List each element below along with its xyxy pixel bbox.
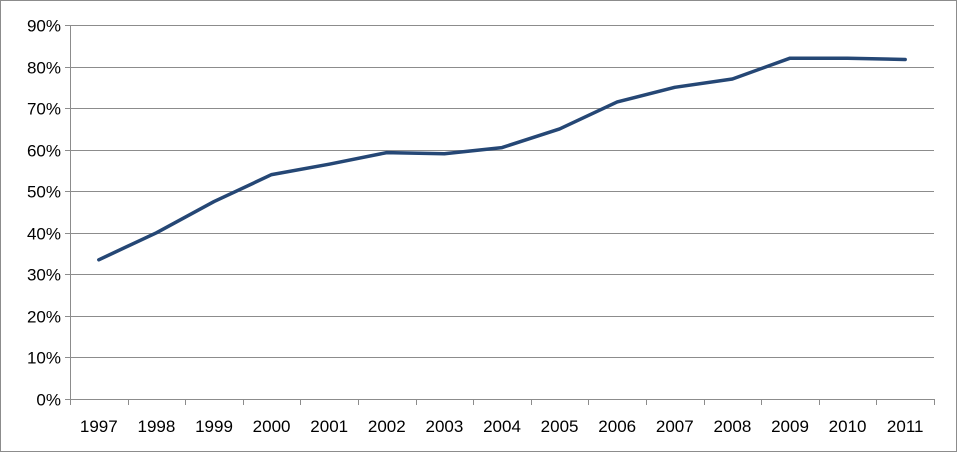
y-tick-label: 90% (27, 17, 61, 36)
x-tick-label: 2006 (598, 417, 636, 436)
y-tick-label: 0% (36, 391, 61, 410)
y-tick-label: 80% (27, 59, 61, 78)
x-tick-label: 1997 (80, 417, 118, 436)
series-line-0 (97, 56, 907, 262)
x-axis-tick-labels: 1997 1998 1999 2000 2001 2002 2003 2004 2005 2006… (80, 417, 924, 436)
x-tick-label: 1999 (195, 417, 233, 436)
x-tick-label: 2005 (541, 417, 579, 436)
x-tick-label: 2003 (425, 417, 463, 436)
x-tick-label: 2002 (368, 417, 406, 436)
y-tick-label: 60% (27, 142, 61, 161)
x-tick-label: 2011 (887, 417, 924, 436)
series-lines (97, 56, 907, 262)
y-tick-label: 50% (27, 183, 61, 202)
x-tick-label: 2009 (771, 417, 809, 436)
x-tick-label: 2010 (829, 417, 867, 436)
gridlines (70, 25, 934, 358)
y-tick-label: 10% (27, 349, 61, 368)
y-tick-label: 70% (27, 100, 61, 119)
axes (65, 25, 935, 405)
y-tick-label: 20% (27, 308, 61, 327)
y-tick-label: 40% (27, 225, 61, 244)
y-axis-tick-labels: 0% 10% 20% 30% 40% 50% 60% 70% 80% 90% (27, 17, 61, 410)
x-tick-label: 2007 (656, 417, 694, 436)
x-tick-label: 1998 (137, 417, 175, 436)
y-tick-label: 30% (27, 266, 61, 285)
x-tick-label: 2001 (310, 417, 348, 436)
x-tick-label: 2004 (483, 417, 521, 436)
x-tick-label: 2008 (713, 417, 751, 436)
x-tick-label: 2000 (253, 417, 291, 436)
